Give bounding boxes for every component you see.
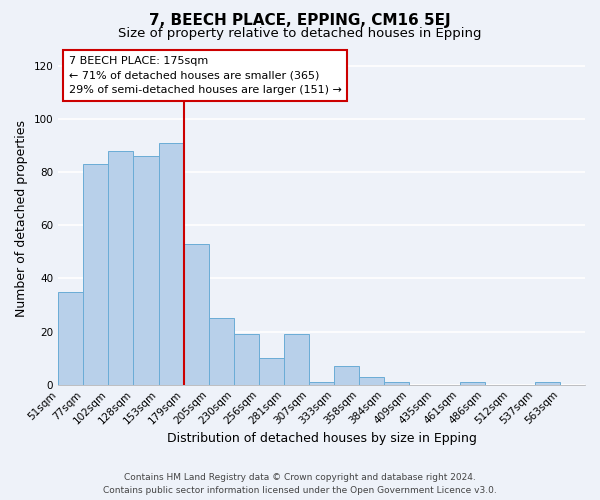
Bar bbox=[83, 164, 109, 384]
Text: 7, BEECH PLACE, EPPING, CM16 5EJ: 7, BEECH PLACE, EPPING, CM16 5EJ bbox=[149, 12, 451, 28]
Bar bbox=[460, 382, 485, 384]
Bar bbox=[133, 156, 158, 384]
Bar bbox=[209, 318, 234, 384]
Bar bbox=[234, 334, 259, 384]
Bar bbox=[334, 366, 359, 384]
Bar bbox=[259, 358, 284, 384]
Text: 7 BEECH PLACE: 175sqm
← 71% of detached houses are smaller (365)
29% of semi-det: 7 BEECH PLACE: 175sqm ← 71% of detached … bbox=[69, 56, 341, 96]
Bar bbox=[385, 382, 409, 384]
Bar bbox=[359, 377, 385, 384]
Bar bbox=[184, 244, 209, 384]
Bar bbox=[58, 292, 83, 384]
Text: Size of property relative to detached houses in Epping: Size of property relative to detached ho… bbox=[118, 28, 482, 40]
Bar bbox=[535, 382, 560, 384]
Y-axis label: Number of detached properties: Number of detached properties bbox=[15, 120, 28, 317]
Bar bbox=[109, 151, 133, 384]
Bar bbox=[158, 143, 184, 384]
Text: Contains HM Land Registry data © Crown copyright and database right 2024.
Contai: Contains HM Land Registry data © Crown c… bbox=[103, 473, 497, 495]
Bar bbox=[284, 334, 309, 384]
Bar bbox=[309, 382, 334, 384]
X-axis label: Distribution of detached houses by size in Epping: Distribution of detached houses by size … bbox=[167, 432, 476, 445]
